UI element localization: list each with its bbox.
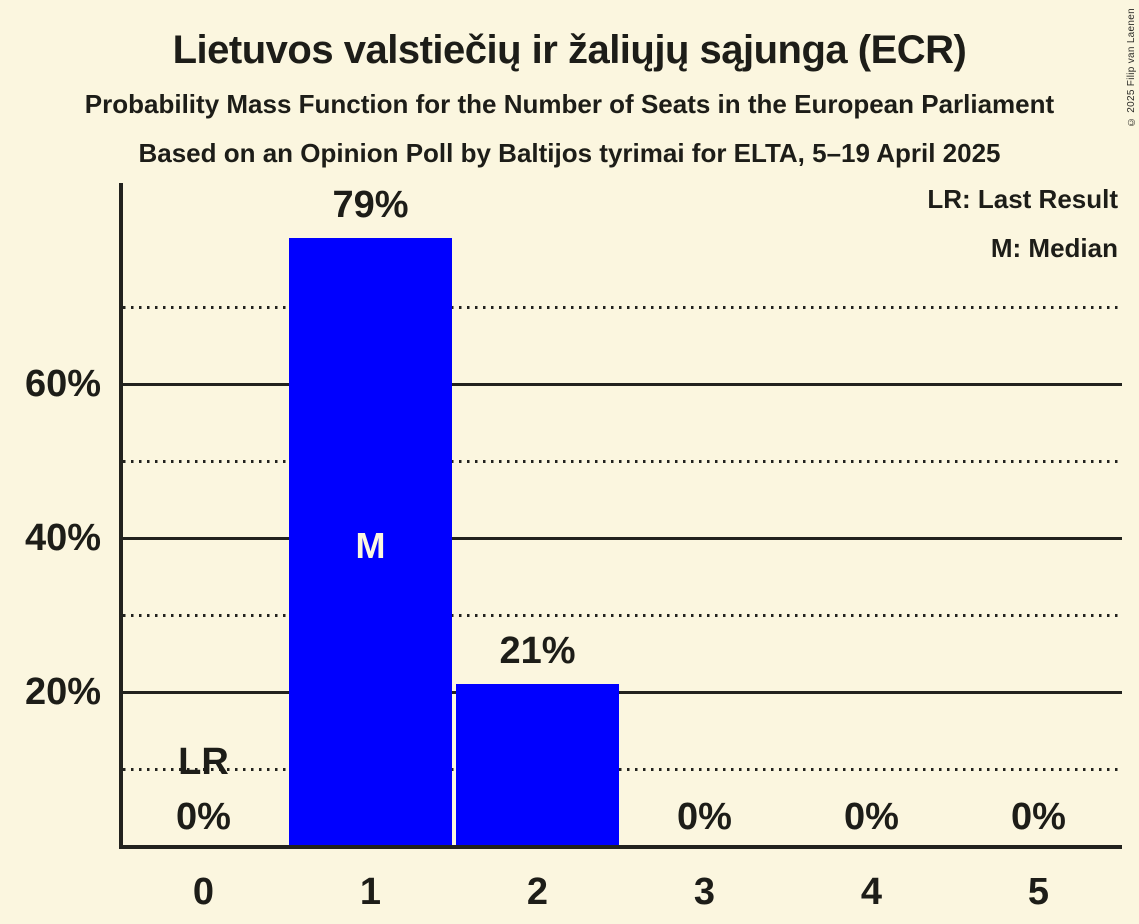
x-axis-label-4: 4 xyxy=(860,871,883,913)
x-axis-label-5: 5 xyxy=(1027,871,1050,913)
bar-seats-1 xyxy=(289,237,452,848)
gridline-solid-40pct xyxy=(123,537,1122,540)
value-label-2: 21% xyxy=(499,630,576,673)
bar-seats-2 xyxy=(456,684,619,848)
y-axis-tick-label-40: 40% xyxy=(24,517,101,559)
value-label-0: 0% xyxy=(176,796,231,838)
y-axis-tick-label-20: 20% xyxy=(24,671,101,713)
y-axis-line xyxy=(119,183,123,848)
gridline-dotted-30pct xyxy=(123,614,1122,617)
x-axis-line xyxy=(119,845,1122,849)
x-axis-label-0: 0 xyxy=(192,871,215,913)
value-label-4: 0% xyxy=(844,796,899,838)
legend-last-result: LR: Last Result xyxy=(927,184,1118,214)
gridline-solid-20pct xyxy=(123,691,1122,694)
value-label-1: 79% xyxy=(332,183,409,226)
chart-title: Lietuvos valstiečių ir žaliųjų sąjunga (… xyxy=(172,28,967,72)
y-axis-tick-label-60: 60% xyxy=(24,363,101,405)
gridline-dotted-10pct xyxy=(123,768,1122,771)
chart-source-line: Based on an Opinion Poll by Baltijos tyr… xyxy=(138,138,1001,168)
x-axis-label-3: 3 xyxy=(693,871,716,913)
chart-legend: LR: Last Result M: Median xyxy=(927,183,1118,264)
gridline-dotted-50pct xyxy=(123,460,1122,463)
x-axis-label-2: 2 xyxy=(526,871,549,913)
last-result-marker: LR xyxy=(178,741,229,783)
chart-subtitle: Probability Mass Function for the Number… xyxy=(84,89,1055,119)
legend-median: M: Median xyxy=(990,233,1118,263)
gridline-solid-60pct xyxy=(123,383,1122,386)
gridline-dotted-70pct xyxy=(123,306,1122,309)
value-label-3: 0% xyxy=(677,796,732,838)
x-axis-label-1: 1 xyxy=(359,871,382,913)
value-label-5: 0% xyxy=(1011,796,1066,838)
median-marker: M xyxy=(355,524,386,566)
